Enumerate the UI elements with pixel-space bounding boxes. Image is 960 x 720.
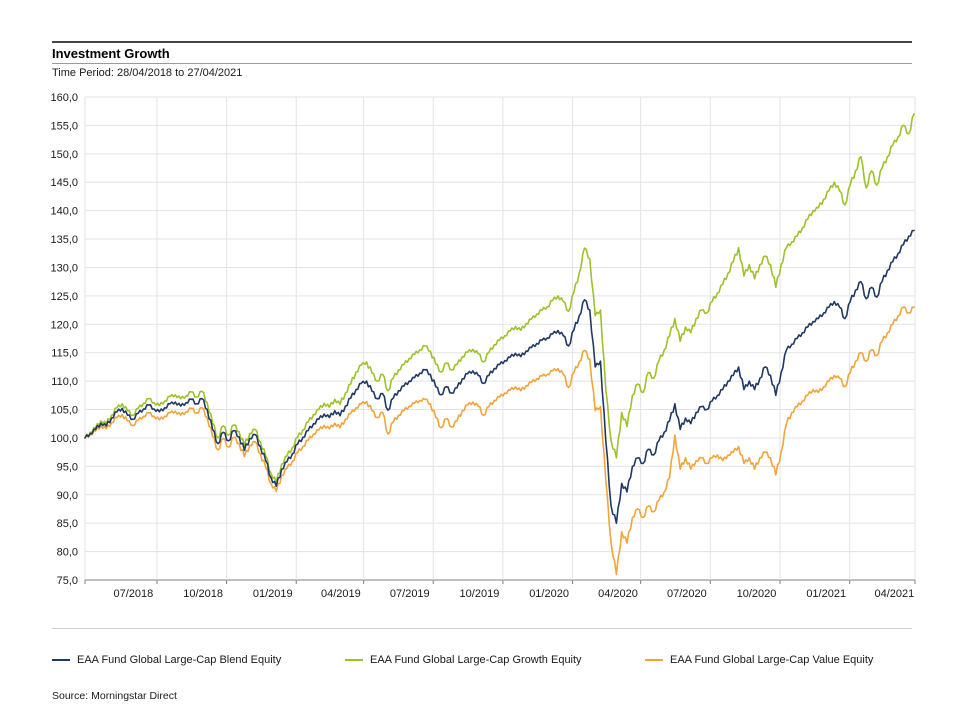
legend: EAA Fund Global Large-Cap Blend Equity E… <box>0 654 960 670</box>
series-line-0 <box>84 229 915 525</box>
x-tick-label: 04/2019 <box>321 588 361 600</box>
y-tick-label: 140,0 <box>50 206 78 218</box>
y-tick-label: 130,0 <box>50 262 78 274</box>
x-tick-label: 01/2021 <box>806 588 846 600</box>
legend-swatch-blend <box>52 658 70 662</box>
investment-growth-chart: 160,0 155,0 150,0 145,0 140,0 135,0 130,0 125,0… <box>50 92 916 600</box>
y-tick-label: 125,0 <box>50 291 78 303</box>
y-tick-label: 135,0 <box>50 234 78 246</box>
title-divider <box>52 63 912 64</box>
y-tick-label: 120,0 <box>50 319 78 331</box>
series-line-1 <box>84 113 915 484</box>
legend-label-blend: EAA Fund Global Large-Cap Blend Equity <box>77 654 282 666</box>
legend-label-growth: EAA Fund Global Large-Cap Growth Equity <box>370 654 582 666</box>
x-tick-label: 04/2021 <box>874 588 914 600</box>
y-tick-label: 115,0 <box>51 348 78 360</box>
legend-item-blend: EAA Fund Global Large-Cap Blend Equity <box>52 654 281 666</box>
y-tick-label: 75,0 <box>57 575 78 587</box>
x-tick-label: 07/2018 <box>114 588 154 600</box>
series-line-2 <box>84 306 915 576</box>
y-tick-label: 90,0 <box>57 490 78 502</box>
legend-item-value: EAA Fund Global Large-Cap Value Equity <box>645 654 873 666</box>
x-tick-label: 07/2020 <box>667 588 707 600</box>
x-tick-label: 10/2020 <box>737 588 777 600</box>
legend-item-growth: EAA Fund Global Large-Cap Growth Equity <box>345 654 582 666</box>
y-tick-label: 80,0 <box>57 547 78 559</box>
time-period-label: Time Period: 28/04/2018 to 27/04/2021 <box>52 67 243 79</box>
page-title: Investment Growth <box>52 46 170 61</box>
source-label: Source: Morningstar Direct <box>52 690 177 702</box>
x-tick-label: 07/2019 <box>390 588 430 600</box>
y-tick-label: 105,0 <box>50 405 78 417</box>
y-tick-label: 150,0 <box>50 149 78 161</box>
x-tick-label: 01/2019 <box>253 588 293 600</box>
x-tick-label: 10/2019 <box>460 588 500 600</box>
y-tick-label: 145,0 <box>50 177 78 189</box>
legend-label-value: EAA Fund Global Large-Cap Value Equity <box>670 654 874 666</box>
y-tick-label: 95,0 <box>57 461 78 473</box>
top-divider <box>52 41 912 43</box>
y-tick-label: 85,0 <box>57 518 78 530</box>
y-tick-label: 160,0 <box>50 92 78 104</box>
legend-swatch-value <box>645 658 663 662</box>
y-tick-label: 155,0 <box>50 120 78 132</box>
y-tick-label: 100,0 <box>50 433 78 445</box>
x-tick-label: 01/2020 <box>529 588 569 600</box>
x-tick-label: 10/2018 <box>183 588 223 600</box>
legend-swatch-growth <box>345 658 363 662</box>
x-tick-label: 04/2020 <box>598 588 638 600</box>
y-tick-label: 110,0 <box>51 376 78 388</box>
chart-bottom-divider <box>52 628 912 629</box>
